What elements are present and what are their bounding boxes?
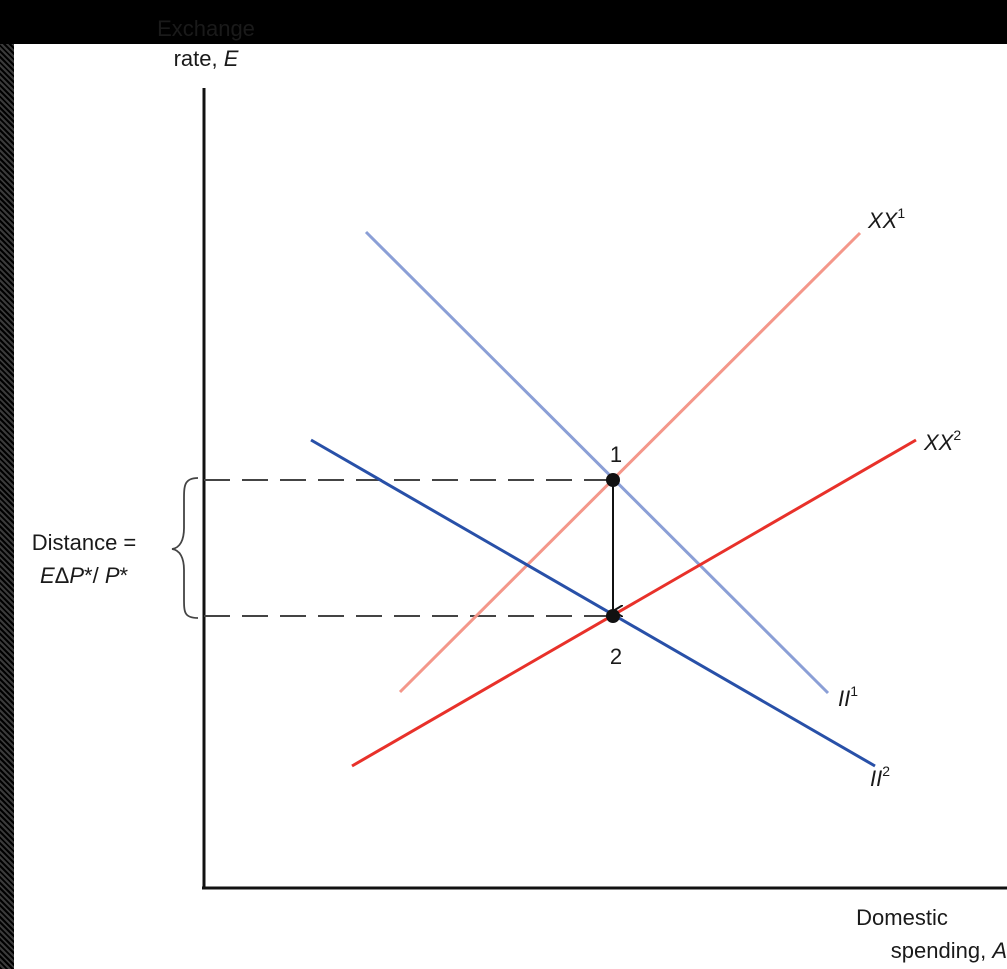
label-xx1: XX1 (867, 205, 905, 233)
left-border (0, 44, 14, 969)
curve-xx2 (351, 438, 917, 768)
label-xx2: XX2 (923, 427, 961, 455)
curve-ii2 (310, 438, 876, 768)
diagram-canvas (14, 44, 1007, 969)
curve-ii1 (364, 230, 830, 695)
label-ii2: II2 (870, 763, 890, 791)
distance-label-line1: Distance = (32, 530, 137, 555)
label-ii1: II1 (838, 683, 858, 711)
x-axis-label-line1: Domestic (856, 905, 948, 930)
equilibrium-point-1 (606, 473, 620, 487)
distance-label-line2: EΔP*/ P* (40, 563, 129, 588)
distance-brace (171, 477, 199, 619)
curve-xx1 (398, 231, 862, 694)
y-axis-label-line1: Exchange (157, 16, 255, 41)
top-bar (0, 0, 1007, 44)
point-label-1: 1 (610, 442, 622, 467)
x-axis-label-line2: spending, A (891, 938, 1007, 963)
point-label-2: 2 (610, 644, 622, 669)
equilibrium-point-2 (606, 609, 620, 623)
y-axis-label-line2: rate, E (174, 46, 239, 71)
